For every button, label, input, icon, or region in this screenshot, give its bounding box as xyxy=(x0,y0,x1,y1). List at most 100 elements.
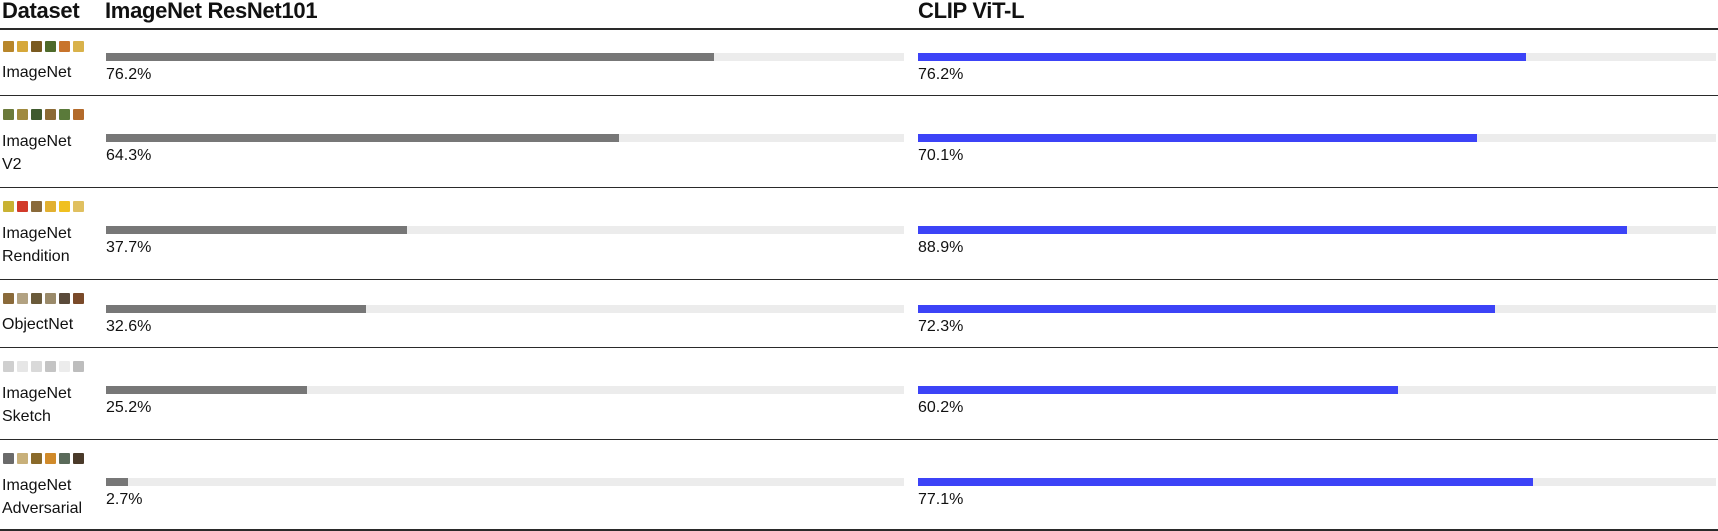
thumbnail-image xyxy=(45,361,56,372)
thumbnail-image xyxy=(3,109,14,120)
bar-track xyxy=(106,305,904,313)
bar-track xyxy=(106,53,904,61)
thumbnail-image xyxy=(31,109,42,120)
thumbnail-image xyxy=(45,293,56,304)
header-rule xyxy=(0,28,1718,30)
thumbnail-image xyxy=(73,109,84,120)
row-divider xyxy=(0,438,1718,440)
thumbnail-image xyxy=(17,41,28,52)
dataset-thumbnails xyxy=(3,41,84,52)
thumbnail-image xyxy=(73,361,84,372)
thumbnail-image xyxy=(73,41,84,52)
value-label: 88.9% xyxy=(918,239,964,256)
bar-track xyxy=(918,386,1716,394)
value-label: 70.1% xyxy=(918,147,964,164)
thumbnail-image xyxy=(3,41,14,52)
bar-resnet101 xyxy=(106,478,128,486)
value-label: 60.2% xyxy=(918,399,964,416)
thumbnail-image xyxy=(17,201,28,212)
dataset-name: ImageNet V2 xyxy=(2,130,71,176)
dataset-name-line: ImageNet xyxy=(2,385,72,402)
dataset-name: ImageNet Sketch xyxy=(2,382,71,428)
thumbnail-image xyxy=(17,453,28,464)
value-label: 76.2% xyxy=(918,66,964,83)
bar-resnet101 xyxy=(106,226,407,234)
bar-track xyxy=(106,478,904,486)
row-divider xyxy=(0,94,1718,96)
dataset-name-line: ObjectNet xyxy=(2,316,74,333)
thumbnail-image xyxy=(17,361,28,372)
thumbnail-image xyxy=(45,201,56,212)
value-label: 64.3% xyxy=(106,147,152,164)
dataset-name-line: Rendition xyxy=(2,248,70,265)
dataset-thumbnails xyxy=(3,453,84,464)
dataset-name-line: ImageNet xyxy=(2,64,72,81)
thumbnail-image xyxy=(45,41,56,52)
bar-resnet101 xyxy=(106,386,308,394)
thumbnail-image xyxy=(3,453,14,464)
dataset-name: ImageNet xyxy=(2,61,71,84)
value-label: 2.7% xyxy=(106,491,143,508)
thumbnail-image xyxy=(31,41,42,52)
dataset-thumbnails xyxy=(3,361,84,372)
dataset-name: ImageNet Adversarial xyxy=(2,474,82,520)
thumbnail-image xyxy=(59,293,70,304)
bar-track xyxy=(106,226,904,234)
thumbnail-image xyxy=(31,293,42,304)
thumbnail-image xyxy=(73,453,84,464)
thumbnail-image xyxy=(31,453,42,464)
row-divider xyxy=(0,346,1718,348)
row-divider xyxy=(0,529,1718,531)
value-label: 76.2% xyxy=(106,66,152,83)
row-divider xyxy=(0,186,1718,188)
dataset-name-line: ImageNet xyxy=(2,133,72,150)
value-label: 77.1% xyxy=(918,491,964,508)
dataset-name-line: ImageNet xyxy=(2,477,72,494)
bar-clip-vit-l xyxy=(918,53,1527,61)
thumbnail-image xyxy=(73,201,84,212)
dataset-thumbnails xyxy=(3,109,84,120)
thumbnail-image xyxy=(31,201,42,212)
thumbnail-image xyxy=(31,361,42,372)
header-model-clip-vit-l: CLIP ViT-L xyxy=(918,0,1025,23)
dataset-name-line: Adversarial xyxy=(2,500,83,517)
value-label: 37.7% xyxy=(106,239,152,256)
header-model-resnet101: ImageNet ResNet101 xyxy=(105,0,318,23)
value-label: 25.2% xyxy=(106,399,152,416)
dataset-name: ObjectNet xyxy=(2,313,73,336)
bar-resnet101 xyxy=(106,53,715,61)
thumbnail-image xyxy=(17,293,28,304)
bar-clip-vit-l xyxy=(918,134,1478,142)
dataset-name-line: ImageNet xyxy=(2,225,72,242)
bar-clip-vit-l xyxy=(918,226,1628,234)
bar-clip-vit-l xyxy=(918,305,1495,313)
value-label: 32.6% xyxy=(106,318,152,335)
value-label: 72.3% xyxy=(918,318,964,335)
bar-track xyxy=(918,53,1716,61)
dataset-name-line: Sketch xyxy=(2,408,51,425)
thumbnail-image xyxy=(45,453,56,464)
bar-track xyxy=(918,478,1716,486)
row-divider xyxy=(0,278,1718,280)
dataset-name: ImageNet Rendition xyxy=(2,222,71,268)
thumbnail-image xyxy=(73,293,84,304)
thumbnail-image xyxy=(3,293,14,304)
dataset-name-line: V2 xyxy=(2,156,22,173)
thumbnail-image xyxy=(59,361,70,372)
thumbnail-image xyxy=(59,201,70,212)
dataset-thumbnails xyxy=(3,293,84,304)
thumbnail-image xyxy=(45,109,56,120)
thumbnail-image xyxy=(3,201,14,212)
bar-resnet101 xyxy=(106,305,367,313)
thumbnail-image xyxy=(59,453,70,464)
thumbnail-image xyxy=(17,109,28,120)
bar-track xyxy=(106,134,904,142)
bar-clip-vit-l xyxy=(918,478,1534,486)
thumbnail-image xyxy=(59,41,70,52)
header-dataset: Dataset xyxy=(2,0,80,23)
dataset-thumbnails xyxy=(3,201,84,212)
bar-clip-vit-l xyxy=(918,386,1399,394)
thumbnail-image xyxy=(59,109,70,120)
thumbnail-image xyxy=(3,361,14,372)
bar-resnet101 xyxy=(106,134,620,142)
